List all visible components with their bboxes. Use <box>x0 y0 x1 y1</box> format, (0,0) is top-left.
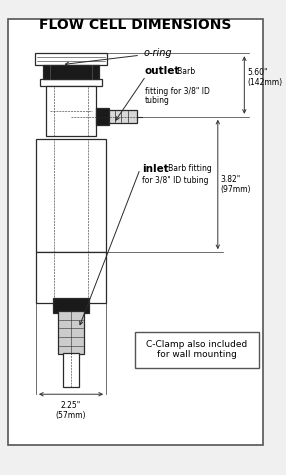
Bar <box>109 110 137 124</box>
Bar <box>56 162 86 185</box>
Bar <box>40 79 102 86</box>
Bar <box>135 332 259 368</box>
Text: 5.60"
(142mm): 5.60" (142mm) <box>247 68 282 87</box>
Bar <box>35 53 107 65</box>
Bar <box>63 352 79 387</box>
Text: outlet: outlet <box>145 66 180 76</box>
Text: · Barb fitting: · Barb fitting <box>161 164 212 173</box>
Bar <box>96 108 109 125</box>
Text: C-Clamp also included
for wall mounting: C-Clamp also included for wall mounting <box>146 340 248 360</box>
Text: fitting for 3/8" ID: fitting for 3/8" ID <box>145 87 210 96</box>
Text: o-ring: o-ring <box>144 48 172 58</box>
Text: · Barb: · Barb <box>170 67 195 76</box>
Bar <box>36 139 106 252</box>
Text: tubing: tubing <box>145 96 170 105</box>
Bar <box>43 65 100 79</box>
Bar <box>58 311 84 354</box>
Bar <box>53 298 89 313</box>
Text: FLOW CELL DIMENSIONS: FLOW CELL DIMENSIONS <box>39 18 232 32</box>
Text: 3.82"
(97mm): 3.82" (97mm) <box>221 175 251 194</box>
Text: inlet: inlet <box>142 164 169 174</box>
Bar <box>46 86 96 136</box>
Text: 2.25"
(57mm): 2.25" (57mm) <box>56 401 86 420</box>
Bar <box>36 252 106 304</box>
Bar <box>52 147 90 162</box>
Text: for 3/8" ID tubing: for 3/8" ID tubing <box>142 176 208 185</box>
